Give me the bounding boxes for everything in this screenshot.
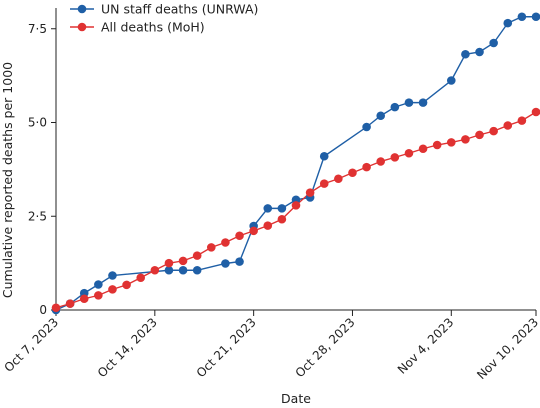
data-point-series-2 bbox=[291, 201, 301, 210]
data-point-series-1 bbox=[418, 98, 428, 107]
data-point-series-1 bbox=[489, 38, 498, 48]
y-tick-label: 2·5 bbox=[28, 209, 47, 223]
data-point-series-1 bbox=[277, 204, 287, 213]
series-lines bbox=[55, 16, 537, 311]
x-tick-label: Nov 4, 2023 bbox=[395, 315, 457, 377]
x-tick-label: Oct 28, 2023 bbox=[293, 315, 358, 380]
data-point-series-2 bbox=[122, 280, 131, 290]
data-point-series-2 bbox=[390, 153, 400, 162]
data-point-series-1 bbox=[517, 12, 527, 22]
data-point-series-2 bbox=[249, 226, 258, 236]
data-point-series-1 bbox=[108, 271, 117, 280]
legend-label: UN staff deaths (UNRWA) bbox=[101, 2, 258, 17]
data-point-series-2 bbox=[178, 256, 188, 266]
data-point-series-1 bbox=[390, 102, 400, 112]
data-point-series-2 bbox=[235, 231, 244, 241]
data-point-series-2 bbox=[136, 273, 146, 283]
series-line-1 bbox=[55, 16, 536, 311]
x-axis-title: Date bbox=[281, 391, 311, 406]
data-point-series-1 bbox=[94, 280, 103, 289]
data-point-series-2 bbox=[503, 121, 513, 130]
y-axis-title: Cumulative reported deaths per 1000 bbox=[0, 62, 15, 298]
data-point-series-2 bbox=[51, 303, 61, 313]
data-point-series-1 bbox=[319, 151, 329, 161]
data-point-series-2 bbox=[348, 168, 357, 178]
data-point-series-2 bbox=[461, 135, 470, 144]
data-point-series-2 bbox=[432, 140, 442, 150]
data-point-series-2 bbox=[475, 130, 484, 140]
data-point-series-2 bbox=[206, 243, 216, 252]
data-point-series-1 bbox=[192, 265, 202, 275]
x-tick-label: Oct 21, 2023 bbox=[194, 315, 259, 380]
data-point-series-2 bbox=[94, 291, 103, 300]
x-tick-label: Nov 10, 2023 bbox=[474, 315, 540, 382]
y-tick-label: 5·0 bbox=[28, 116, 47, 130]
legend-marker bbox=[77, 22, 87, 32]
data-point-series-1 bbox=[362, 122, 371, 132]
data-point-series-1 bbox=[221, 259, 230, 268]
data-point-series-1 bbox=[235, 257, 244, 266]
data-point-series-2 bbox=[446, 138, 456, 147]
data-point-series-2 bbox=[334, 174, 343, 184]
data-point-series-2 bbox=[263, 221, 273, 230]
data-point-series-2 bbox=[418, 144, 428, 154]
data-point-series-2 bbox=[305, 188, 315, 197]
data-point-series-2 bbox=[164, 258, 174, 268]
x-tick-label: Oct 14, 2023 bbox=[95, 315, 160, 380]
data-point-series-1 bbox=[475, 47, 484, 57]
data-point-series-1 bbox=[404, 98, 414, 107]
data-point-series-1 bbox=[178, 265, 188, 275]
data-point-series-2 bbox=[319, 179, 329, 188]
data-point-series-1 bbox=[446, 76, 456, 85]
data-point-series-2 bbox=[362, 162, 371, 172]
data-point-series-2 bbox=[221, 238, 230, 247]
series-points bbox=[51, 12, 540, 315]
data-point-series-1 bbox=[376, 111, 386, 121]
data-point-series-2 bbox=[376, 157, 386, 166]
data-point-series-1 bbox=[263, 204, 273, 213]
data-point-series-2 bbox=[108, 285, 117, 294]
data-point-series-1 bbox=[503, 18, 513, 28]
data-point-series-2 bbox=[277, 214, 287, 224]
y-tick-label: 7·5 bbox=[28, 22, 47, 36]
data-point-series-2 bbox=[79, 294, 89, 304]
data-point-series-2 bbox=[192, 251, 202, 260]
data-point-series-1 bbox=[531, 12, 540, 22]
y-tick-label: 0 bbox=[39, 303, 47, 317]
legend-label: All deaths (MoH) bbox=[101, 20, 205, 35]
data-point-series-1 bbox=[164, 265, 174, 275]
legend: UN staff deaths (UNRWA) All deaths (MoH) bbox=[70, 2, 258, 35]
data-point-series-2 bbox=[150, 265, 160, 275]
data-point-series-2 bbox=[517, 116, 527, 125]
data-point-series-2 bbox=[65, 299, 75, 308]
data-point-series-2 bbox=[489, 126, 498, 136]
axes: 0 2·5 5·0 7·5 Oct 7, 2023 Oct 14, 2023 Oct 21,… bbox=[1, 8, 540, 382]
data-point-series-1 bbox=[461, 49, 470, 59]
legend-marker bbox=[77, 4, 87, 14]
data-point-series-2 bbox=[404, 148, 414, 158]
data-point-series-2 bbox=[531, 107, 540, 117]
x-tick-label: Oct 7, 2023 bbox=[1, 315, 61, 375]
